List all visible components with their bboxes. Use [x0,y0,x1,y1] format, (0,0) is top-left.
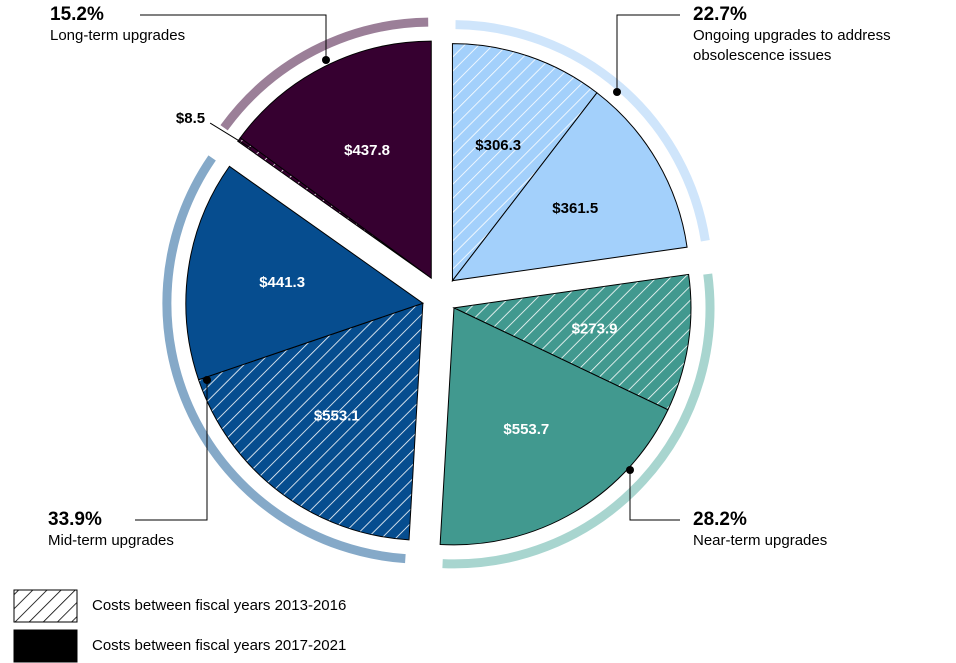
leader-dot [322,56,330,64]
annotation: 33.9% Mid-term upgrades [48,509,318,551]
group-name: Ongoing upgrades to address obsolescence… [693,27,891,64]
value-label: $553.7 [503,421,549,438]
share-label: 22.7% [693,4,747,25]
value-label: $306.3 [475,137,521,154]
annotation: 28.2% Near-term upgrades [693,509,956,551]
value-label: $437.8 [344,142,390,159]
group-ring [162,155,406,564]
annotation: 22.7% Ongoing upgrades to address obsoles… [693,4,956,66]
leader-line [140,14,327,60]
value-label: $273.9 [572,320,618,337]
pie-slice [185,165,424,381]
annotation: 15.2% Long-term upgrades [50,4,320,46]
group-name: Mid-term upgrades [48,532,174,549]
group-name: Near-term upgrades [693,532,828,549]
pie-slice [197,302,424,541]
group-name: Long-term upgrades [50,27,186,44]
label-leader [209,122,252,149]
pie-slice [239,40,432,280]
leader-dot [203,376,211,384]
value-label: $8.5 [176,110,205,127]
share-label: 15.2% [50,4,104,25]
group-ring [442,273,715,569]
share-label: 33.9% [48,509,102,530]
leader-line [135,380,208,521]
pie-slice [451,92,688,282]
group-ring [220,17,429,131]
share-label: 28.2% [693,509,747,530]
pie-slice [451,43,598,283]
legend-swatch [13,589,78,623]
legend-label: Costs between fiscal years 2013-2016 [92,597,346,614]
group-ring [455,20,710,242]
legend-swatch [13,629,78,663]
value-label: $553.1 [314,407,360,424]
leader-line [629,470,680,521]
pie-slice [452,273,692,411]
value-label: $361.5 [552,200,598,217]
leader-line [616,14,680,92]
pie-slice [439,307,669,546]
legend-label: Costs between fiscal years 2017-2021 [92,637,346,654]
value-label: $441.3 [259,274,305,291]
leader-dot [626,466,634,474]
leader-dot [613,88,621,96]
